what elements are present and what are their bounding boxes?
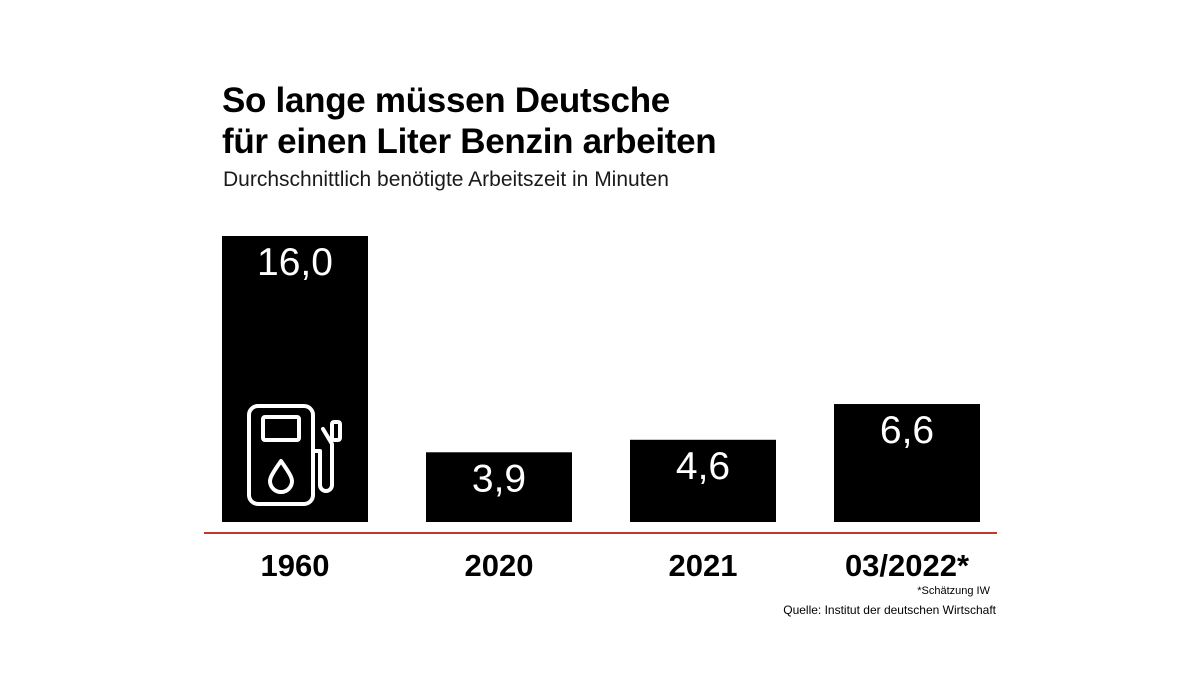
chart-title-line-1: So lange müssen Deutsche xyxy=(222,81,670,120)
bar-value-label-0: 16,0 xyxy=(257,241,333,284)
bar-value-label-2: 4,6 xyxy=(676,445,730,488)
fuel-pump-icon xyxy=(247,404,342,506)
category-label-3: 03/2022* xyxy=(845,548,970,583)
category-label-0: 1960 xyxy=(261,548,330,583)
chart-title-line-2: für einen Liter Benzin arbeiten xyxy=(222,122,717,161)
bar-value-label-3: 6,6 xyxy=(880,409,934,452)
category-label-1: 2020 xyxy=(465,548,534,583)
source-note: Quelle: Institut der deutschen Wirtschaf… xyxy=(783,603,996,617)
category-label-2: 2021 xyxy=(669,548,738,583)
bar-1 xyxy=(426,452,572,522)
chart-subtitle: Durchschnittlich benötigte Arbeitszeit i… xyxy=(223,168,669,191)
bar-2 xyxy=(630,439,776,522)
chart-title: So lange müssen Deutsche für einen Liter… xyxy=(222,80,717,162)
bar-0 xyxy=(222,236,368,522)
footnote: *Schätzung IW xyxy=(917,585,990,597)
bar-value-label-1: 3,9 xyxy=(472,457,526,500)
labels-layer: 16,0 1960 3,9 2020 4,6 2021 6,6 03/2022* xyxy=(257,241,970,583)
bars-layer xyxy=(222,236,980,522)
bar-3 xyxy=(834,404,980,522)
